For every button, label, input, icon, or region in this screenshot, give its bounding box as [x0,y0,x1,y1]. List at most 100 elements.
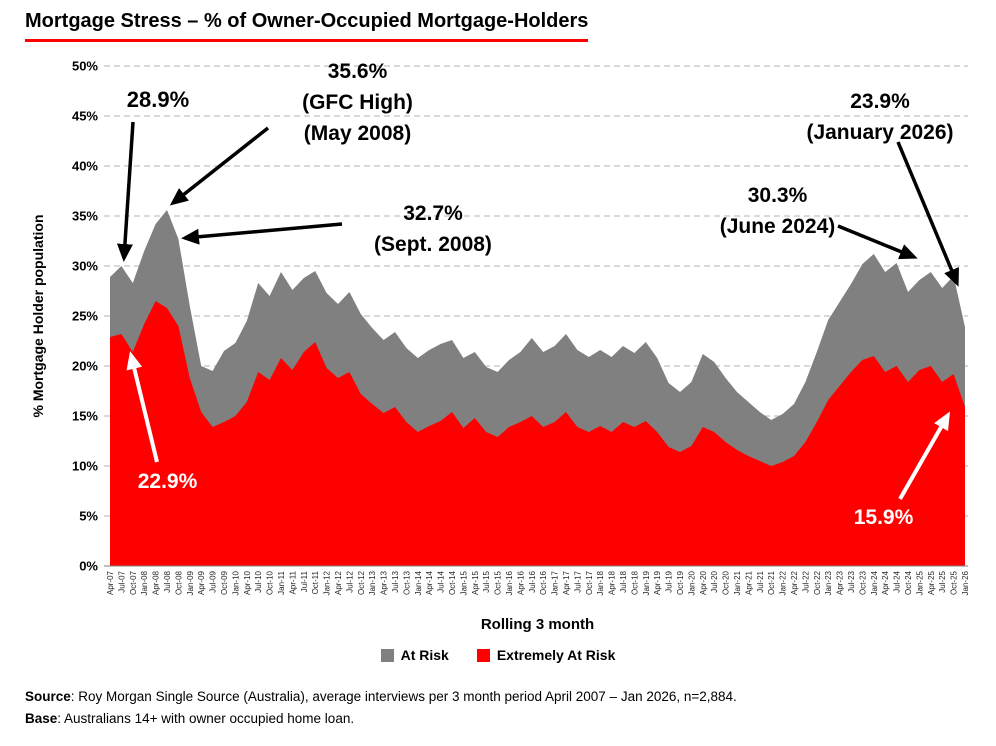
x-tick-label: Apr-15 [471,570,480,595]
annotation-june-2024: 30.3% (June 2024) [670,180,885,242]
legend-item-extremely-at-risk: Extremely At Risk [476,647,616,663]
annotation-line: 15.9% [853,506,914,529]
y-tick-label: 40% [72,159,98,174]
x-tick-label: Apr-20 [699,570,708,595]
annotation-line: 30.3% [747,184,808,207]
annotation-arrow [169,126,270,206]
x-tick-label: Jan-25 [915,570,924,595]
y-tick-label: 45% [72,109,98,124]
x-tick-label: Oct-17 [585,570,594,595]
annotation-gfc-high: 35.6% (GFC High) (May 2008) [250,56,465,149]
annotation-line: 32.7% [403,202,463,225]
x-tick-label: Apr-13 [380,570,389,595]
x-tick-label: Jul-15 [482,570,491,592]
x-tick-label: Jul-19 [665,570,674,592]
base-label: Base [25,710,58,726]
x-axis-title: Rolling 3 month [480,616,595,633]
x-tick-label: Apr-19 [653,570,662,595]
y-tick-label: 25% [72,309,98,324]
footer: Source: Roy Morgan Single Source (Austra… [25,686,737,729]
legend-label-extremely-at-risk: Extremely At Risk [496,647,616,663]
x-tick-label: Jan-24 [870,570,879,595]
x-tick-label: Jul-12 [345,570,354,592]
legend: At Risk Extremely At Risk [0,647,996,663]
x-tick-label: Apr-16 [516,570,525,595]
area-series [110,210,965,566]
x-tick-label: Jul-16 [528,570,537,592]
annotation-arrows [116,121,959,500]
title-wrap: Mortgage Stress – % of Owner-Occupied Mo… [25,10,589,42]
x-tick-label: Oct-14 [448,570,457,595]
x-tick-label: Jul-18 [619,570,628,592]
x-tick-label: Oct-21 [767,570,776,595]
x-tick-label: Oct-07 [129,570,138,595]
annotation-sept-2008: 32.7% (Sept. 2008) [328,198,538,260]
x-tick-label: Oct-08 [174,570,183,595]
x-tick-label: Oct-09 [220,570,229,595]
x-tick-label: Oct-12 [357,570,366,595]
x-tick-label: Apr-07 [106,570,115,595]
annotation-arrow [898,411,950,500]
x-tick-label: Jan-21 [733,570,742,595]
x-tick-label: Jan-10 [231,570,240,595]
x-tick-label: Oct-24 [904,570,913,595]
x-tick-label: Jan-23 [824,570,833,595]
x-tick-label: Jul-20 [710,570,719,592]
legend-label-at-risk: At Risk [400,647,449,663]
x-tick-label: Oct-19 [676,570,685,595]
annotation-at-risk-start: 28.9% [103,84,213,115]
area-extremely-at-risk [110,301,965,566]
x-tick-label: Apr-21 [744,570,753,595]
x-tick-label: Oct-10 [266,570,275,595]
x-tick-label: Apr-18 [608,570,617,595]
annotation-january-2026: 23.9% (January 2026) [760,86,996,148]
extremely-at-risk-swatch-icon [476,648,490,662]
x-tick-label: Jul-23 [847,570,856,592]
x-tick-label: Oct-20 [722,570,731,595]
x-tick-label: Jan-11 [277,570,286,594]
annotation-line: 28.9% [126,87,190,112]
legend-item-at-risk: At Risk [380,647,449,663]
y-tick-label: 15% [72,409,98,424]
axes: 0%5%10%15%20%25%30%35%40%45%50%Apr-07 Jul… [72,59,970,596]
x-tick-label: Jul-09 [209,570,218,592]
x-tick-label: Apr-10 [243,570,252,595]
x-tick-label: Jan-26 [961,570,970,595]
x-tick-label: Apr-24 [881,570,890,595]
x-tick-label: Apr-23 [836,570,845,595]
annotation-arrow [181,222,343,245]
x-tick-label: Jan-19 [642,570,651,595]
base-line: Base: Australians 14+ with owner occupie… [25,708,737,730]
y-axis-title: % Mortgage Holder population [30,214,46,418]
annotation-arrow [837,224,918,260]
annotation-extremely-at-risk-start: 22.9% [110,466,225,497]
y-tick-label: 0% [79,559,98,574]
x-tick-label: Jul-14 [437,570,446,592]
annotation-line: (June 2024) [719,215,836,238]
x-tick-label: Jan-13 [368,570,377,595]
annotation-arrow [116,121,135,262]
at-risk-swatch-icon [380,648,394,662]
x-tick-label: Apr-17 [562,570,571,595]
x-tick-label: Jul-10 [254,570,263,592]
x-tick-label: Jan-22 [779,570,788,595]
y-tick-label: 30% [72,259,98,274]
annotation-extremely-at-risk-end: 15.9% [826,502,941,533]
x-tick-label: Jan-09 [186,570,195,595]
annotation-line: 23.9% [850,90,910,113]
y-tick-label: 50% [72,59,98,74]
x-tick-label: Jan-12 [323,570,332,595]
x-tick-label: Apr-14 [425,570,434,595]
chart-title: Mortgage Stress – % of Owner-Occupied Mo… [25,10,589,42]
y-tick-label: 35% [72,209,98,224]
annotation-line: 35.6% [327,60,388,83]
x-tick-label: Apr-22 [790,570,799,595]
x-tick-label: Jan-16 [505,570,514,595]
x-tick-label: Jul-21 [756,570,765,592]
x-tick-label: Oct-23 [858,570,867,595]
x-tick-label: Jan-14 [414,570,423,595]
base-text: : Australians 14+ with owner occupied ho… [57,710,355,726]
x-tick-label: Apr-12 [334,570,343,595]
x-tick-label: Oct-25 [950,570,959,595]
